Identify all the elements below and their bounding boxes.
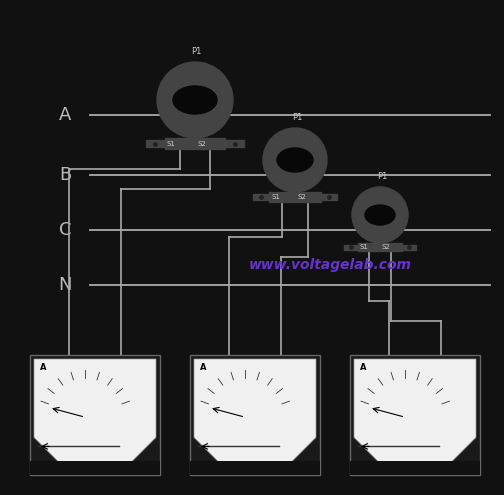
- Text: A: A: [59, 106, 71, 124]
- Text: S1: S1: [167, 141, 175, 147]
- Bar: [190, 355, 320, 475]
- Polygon shape: [194, 359, 316, 471]
- Bar: [321, 194, 337, 199]
- Ellipse shape: [173, 86, 217, 114]
- Bar: [350, 461, 480, 475]
- Bar: [270, 192, 321, 201]
- Circle shape: [157, 62, 233, 138]
- Text: S2: S2: [297, 194, 306, 200]
- Circle shape: [352, 187, 408, 243]
- Text: P1: P1: [191, 47, 202, 56]
- Text: A: A: [200, 363, 207, 372]
- Polygon shape: [354, 359, 476, 471]
- Bar: [254, 194, 270, 199]
- Bar: [30, 461, 160, 475]
- Bar: [350, 355, 480, 475]
- Text: A: A: [40, 363, 46, 372]
- Text: www.voltagelab.com: www.voltagelab.com: [248, 258, 411, 272]
- Text: C: C: [59, 221, 71, 239]
- Text: N: N: [58, 276, 72, 294]
- Text: A: A: [360, 363, 366, 372]
- Bar: [225, 140, 244, 147]
- Bar: [344, 245, 358, 249]
- Ellipse shape: [365, 205, 395, 225]
- Bar: [190, 461, 320, 475]
- Bar: [402, 245, 416, 249]
- Bar: [358, 243, 402, 251]
- Text: P1: P1: [377, 172, 388, 181]
- Text: B: B: [59, 166, 71, 184]
- Text: S1: S1: [359, 244, 368, 250]
- Polygon shape: [34, 359, 156, 471]
- Text: S2: S2: [382, 244, 391, 250]
- Text: P1: P1: [292, 113, 302, 122]
- Text: S2: S2: [197, 141, 206, 147]
- Circle shape: [263, 128, 327, 192]
- Ellipse shape: [277, 148, 313, 172]
- Bar: [30, 355, 160, 475]
- Text: S1: S1: [271, 194, 280, 200]
- Bar: [146, 140, 165, 147]
- Bar: [165, 138, 225, 149]
